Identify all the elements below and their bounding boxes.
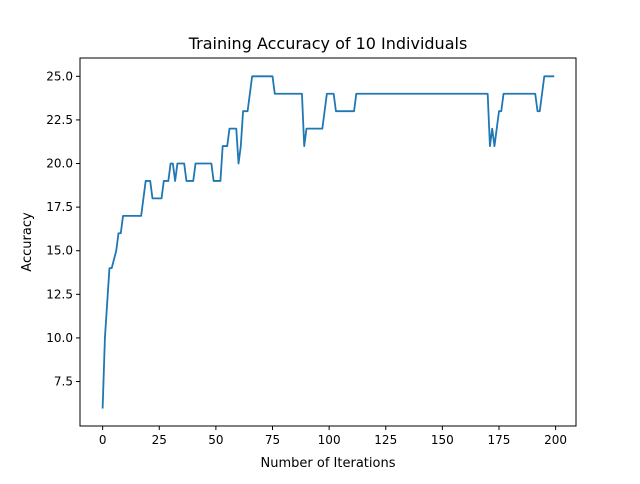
y-tick-label: 20.0	[46, 157, 73, 171]
y-axis-ticks: 7.5 10.0 12.5 15.0 17.5 20.0 22.5 25.0	[46, 69, 80, 389]
y-tick-label: 10.0	[46, 331, 73, 345]
x-tick-label: 75	[265, 433, 280, 447]
x-axis-ticks: 0 25 50 75 100 125 150 175 200	[99, 426, 567, 447]
x-tick-label: 150	[431, 433, 454, 447]
y-tick-label: 22.5	[46, 113, 73, 127]
x-tick-label: 25	[152, 433, 167, 447]
x-tick-label: 0	[99, 433, 107, 447]
x-tick-label: 100	[318, 433, 341, 447]
y-tick-label: 12.5	[46, 287, 73, 301]
y-tick-label: 7.5	[54, 375, 73, 389]
y-tick-label: 25.0	[46, 69, 73, 83]
y-tick-label: 17.5	[46, 200, 73, 214]
x-tick-label: 50	[208, 433, 223, 447]
plot-area	[101, 75, 555, 409]
accuracy-series-line	[101, 75, 555, 409]
plot-frame	[79, 57, 577, 427]
x-tick-label: 175	[488, 433, 511, 447]
y-tick-label: 15.0	[46, 244, 73, 258]
y-axis-label: Accuracy	[20, 212, 35, 272]
x-tick-label: 200	[544, 433, 567, 447]
chart-title: Training Accuracy of 10 Individuals	[188, 34, 468, 53]
x-axis-label: Number of Iterations	[261, 456, 396, 471]
x-tick-label: 125	[374, 433, 397, 447]
